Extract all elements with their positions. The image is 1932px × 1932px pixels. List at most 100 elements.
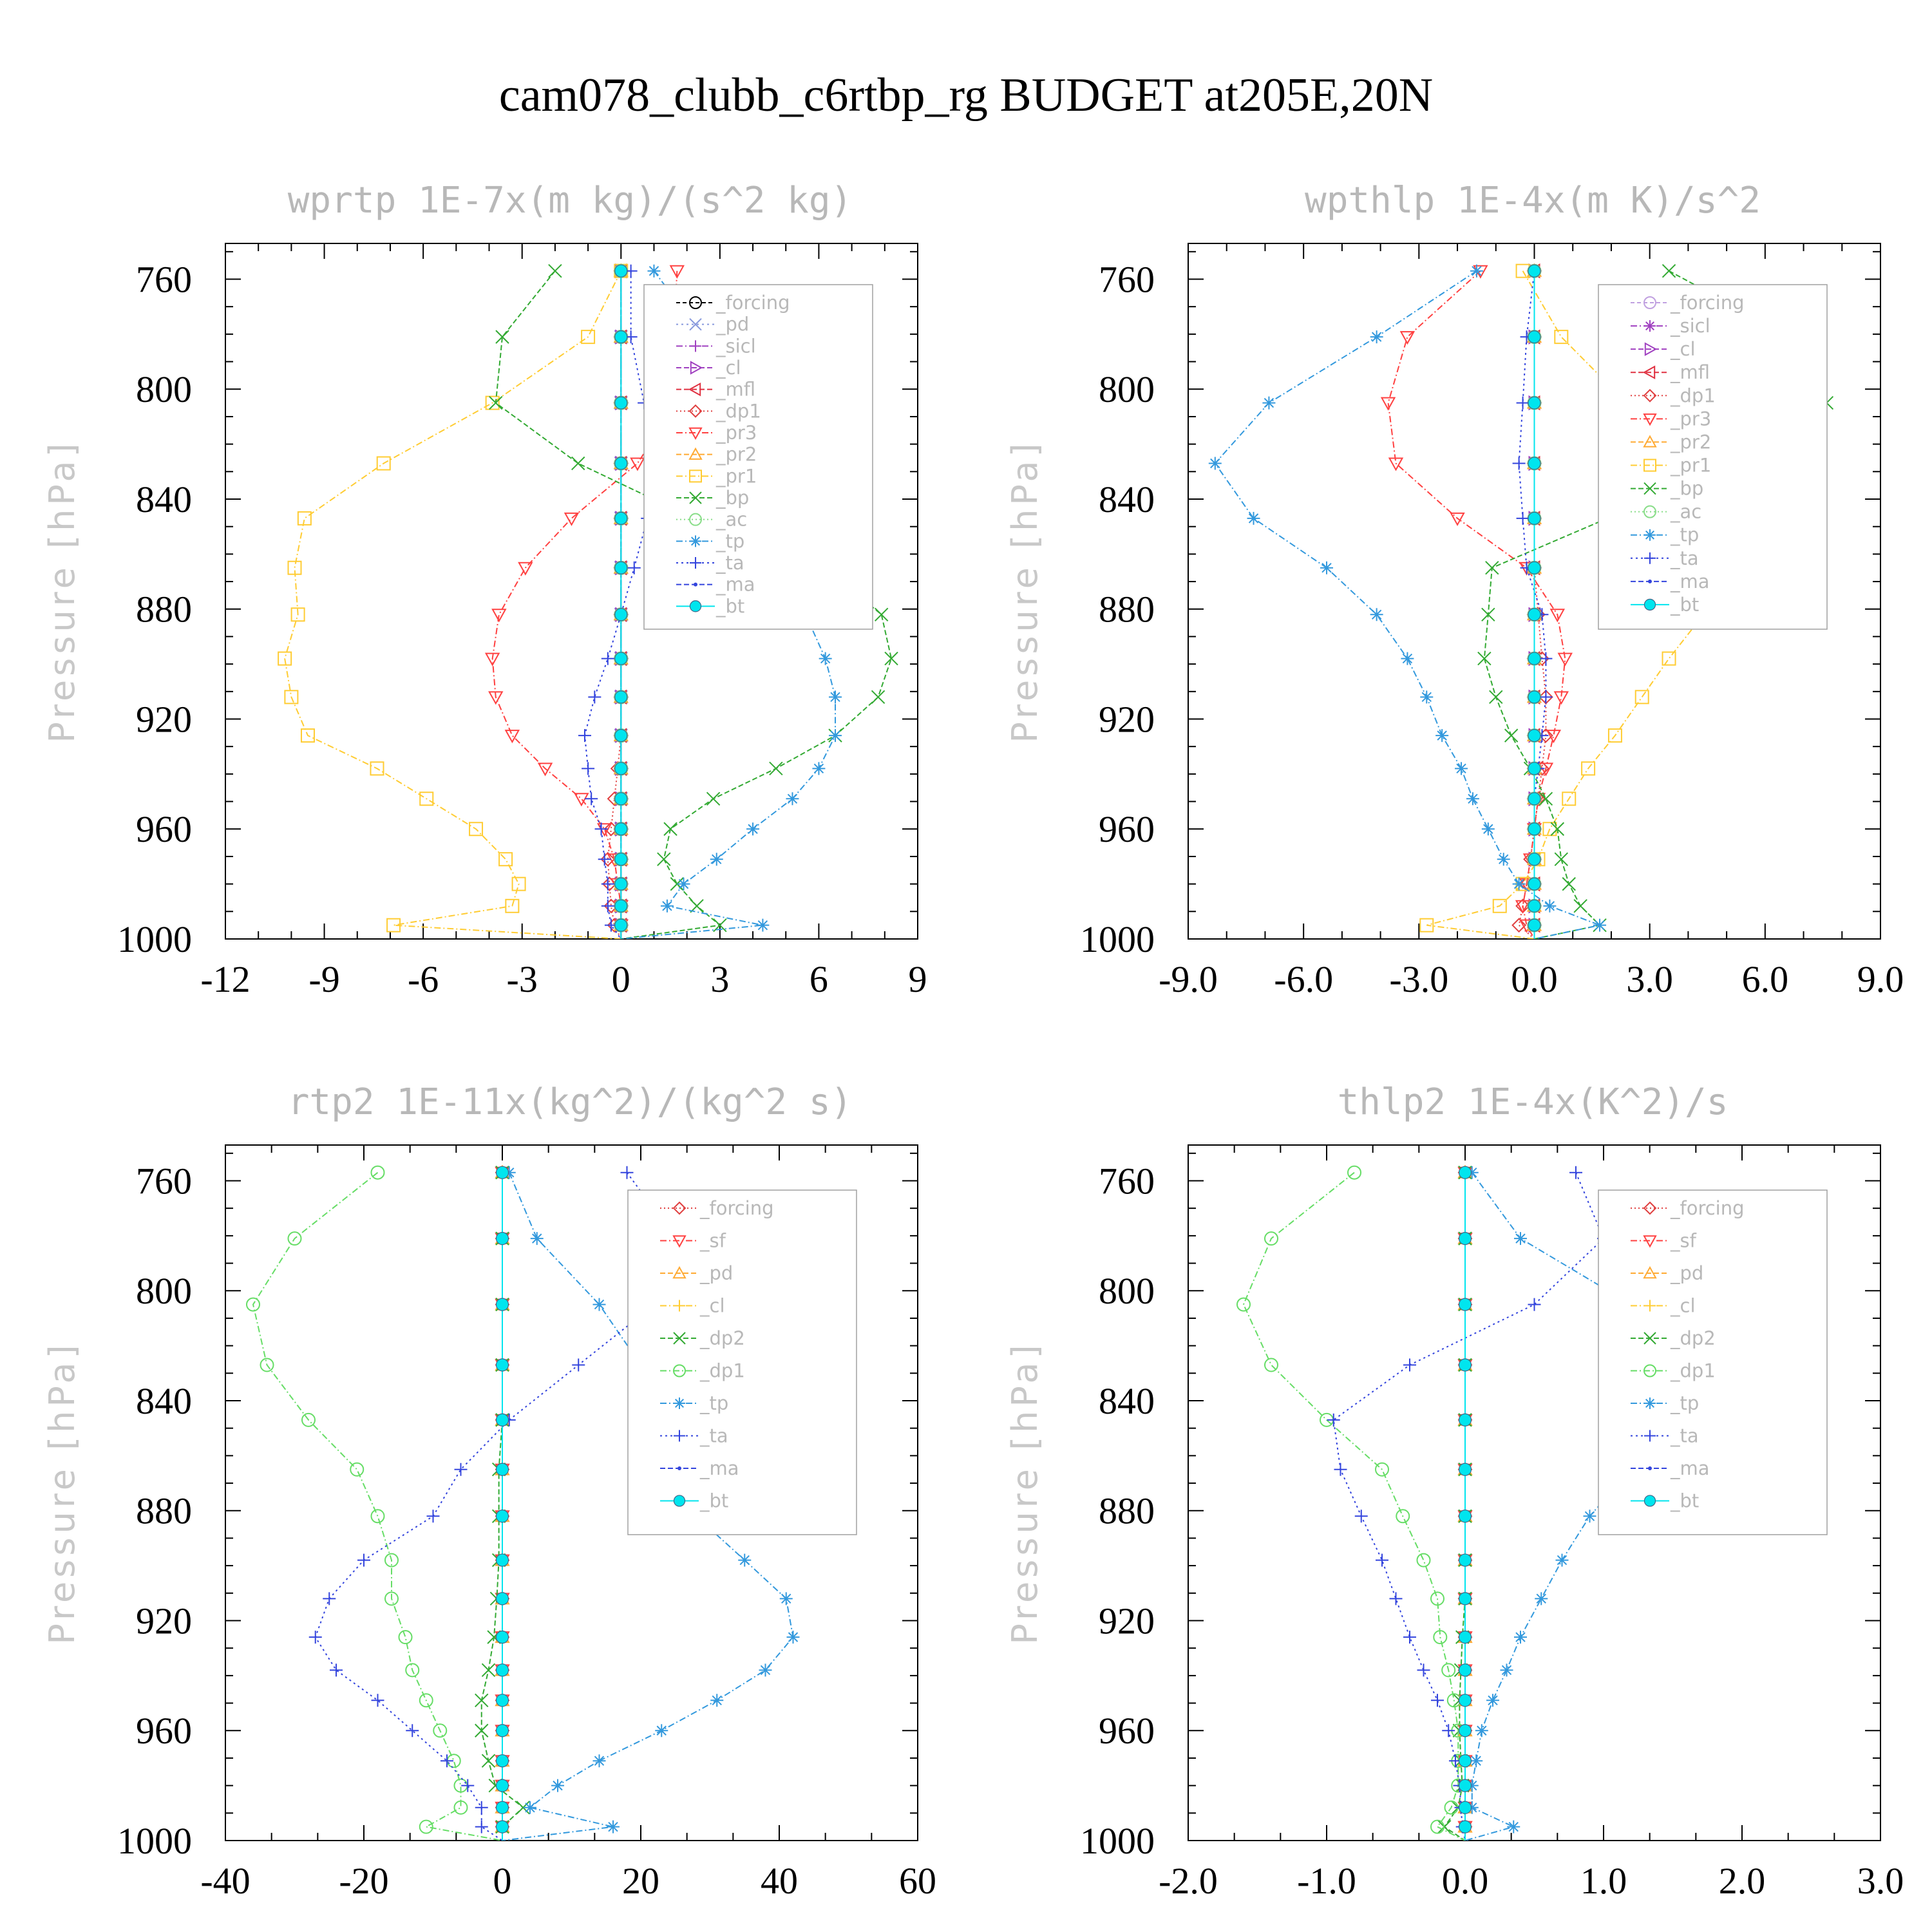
data-point	[1593, 918, 1607, 932]
legend-label: _mfl	[715, 379, 755, 401]
data-point	[1470, 264, 1483, 278]
data-point	[657, 852, 671, 866]
y-tick-label: 1000	[1080, 918, 1155, 960]
data-point	[1557, 652, 1573, 667]
data-point	[614, 652, 628, 665]
legend-label: _cl	[1670, 1295, 1696, 1317]
legend-label: _bt	[1670, 594, 1699, 616]
data-point	[710, 1694, 724, 1707]
data-point	[406, 1724, 419, 1738]
legend-label: _bt	[1670, 1490, 1699, 1512]
x-tick-label: -3	[507, 958, 538, 1000]
data-point	[1528, 690, 1541, 704]
legend-label: _pr2	[715, 444, 757, 466]
x-tick-label: -9	[308, 958, 339, 1000]
data-point	[710, 853, 723, 866]
legend-entry: _pr3	[676, 422, 757, 444]
data-point	[574, 793, 589, 807]
data-point	[495, 1694, 509, 1707]
data-point	[1320, 561, 1333, 574]
legend-label: _dp2	[699, 1327, 745, 1349]
data-point	[1514, 1232, 1527, 1245]
legend-label: _tp	[699, 1392, 728, 1414]
legend-label: _ac	[1670, 501, 1701, 523]
x-tick-label: 3.0	[1857, 1860, 1904, 1902]
legend-entry: _tp	[1631, 524, 1699, 546]
legend-marker	[1643, 1235, 1657, 1248]
legend-label: _bt	[715, 595, 744, 617]
legend-marker	[1644, 552, 1656, 564]
legend-entry: _sicl	[676, 335, 756, 357]
data-point	[1370, 330, 1383, 344]
data-point	[779, 1592, 793, 1605]
y-tick-label: 920	[136, 698, 192, 740]
data-point	[1528, 899, 1541, 913]
data-point	[1455, 762, 1468, 775]
data-point	[246, 1297, 260, 1312]
data-point	[297, 511, 312, 526]
series-line	[314, 1172, 676, 1841]
legend-label: _pr3	[715, 422, 757, 444]
data-point	[1492, 898, 1507, 913]
series-pr1	[278, 263, 629, 939]
data-point	[330, 1663, 343, 1677]
legend-label: _sf	[699, 1230, 726, 1252]
legend-entry: _tp	[1631, 1392, 1699, 1414]
data-point	[588, 690, 601, 704]
data-point	[1236, 1297, 1251, 1312]
data-point	[601, 877, 614, 891]
legend: _forcing _sf _pd _cl _dp2 _dp1 _tp _ta _ma _bt	[627, 1189, 857, 1535]
legend-marker	[1643, 1265, 1657, 1279]
legend-marker	[1643, 482, 1656, 495]
plot-frame	[225, 243, 918, 940]
data-point	[660, 899, 674, 913]
data-point	[1481, 822, 1495, 836]
y-tick-label: 1000	[117, 918, 192, 960]
legend-entry: _pr1	[676, 465, 757, 487]
data-point	[1528, 652, 1541, 665]
data-point	[1334, 1463, 1347, 1476]
x-tick-label: 6	[810, 958, 828, 1000]
data-point	[498, 852, 513, 867]
data-point	[357, 1553, 370, 1567]
data-point	[384, 1553, 399, 1567]
legend-marker	[1644, 342, 1658, 356]
legend-marker	[688, 427, 703, 440]
x-tick-label: 20	[622, 1860, 659, 1902]
data-point	[1607, 728, 1622, 743]
legend-marker	[1644, 529, 1656, 541]
series-line	[1242, 1171, 1466, 1841]
legend-entry: _dp2	[660, 1327, 745, 1349]
data-point	[1420, 690, 1434, 704]
data-point	[1528, 608, 1541, 621]
legend-marker	[1643, 435, 1657, 448]
legend-entry: _tp	[660, 1392, 728, 1414]
panel-title: wprtp 1E-7x(m kg)/(s^2 kg)	[288, 180, 853, 222]
data-point	[1433, 1630, 1448, 1645]
data-point	[1475, 1724, 1488, 1738]
data-point	[614, 762, 628, 775]
y-tick-label: 760	[136, 258, 192, 300]
data-point	[1507, 1820, 1520, 1833]
data-point	[1528, 792, 1541, 806]
data-point	[786, 792, 799, 806]
legend-label: _pr2	[1670, 431, 1711, 453]
data-point	[600, 851, 616, 867]
data-point	[370, 1509, 385, 1524]
data-point	[530, 1232, 544, 1245]
legend-entry: _forcing	[1631, 1197, 1745, 1219]
data-point	[426, 1510, 440, 1523]
x-tick-label: 0	[493, 1860, 512, 1902]
legend-label: _pd	[699, 1262, 733, 1284]
data-point	[572, 1358, 585, 1372]
data-point	[1562, 876, 1576, 891]
y-tick-label: 1000	[1080, 1820, 1155, 1862]
x-tick-label: -6.0	[1274, 958, 1333, 1000]
data-point	[620, 1166, 634, 1179]
legend-marker	[674, 1397, 685, 1409]
data-point	[592, 1754, 606, 1768]
data-point	[594, 822, 608, 836]
data-point	[614, 511, 628, 525]
legend-frame	[627, 1189, 857, 1535]
data-point	[495, 1553, 509, 1567]
